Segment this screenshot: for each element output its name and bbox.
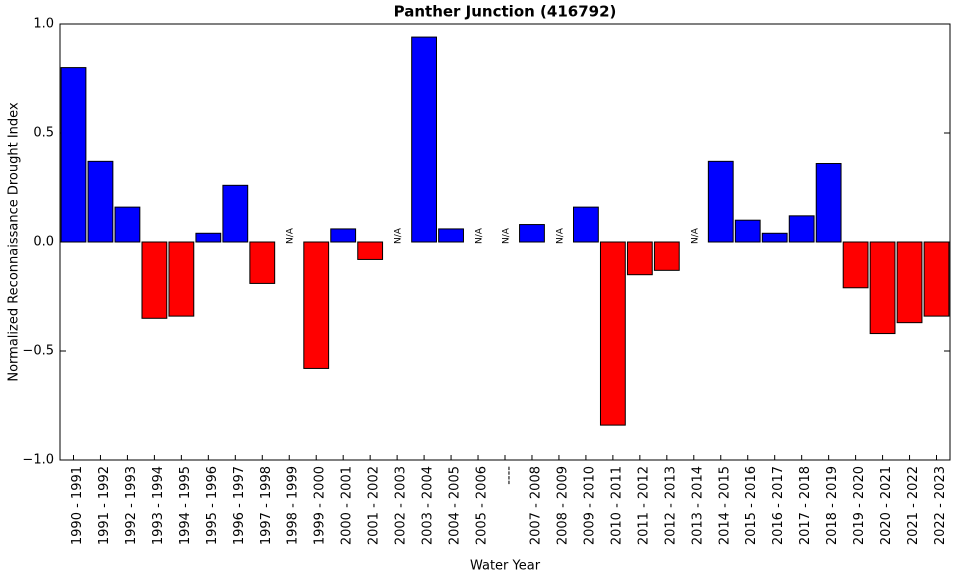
x-tick-label: 2017 - 2018 [798, 466, 813, 545]
bar [249, 241, 276, 284]
y-axis-label: Normalized Reconnaissance Drought Index [7, 102, 22, 382]
bar [761, 232, 788, 243]
bar [330, 228, 357, 243]
bar [519, 224, 545, 243]
na-label: N/A [394, 227, 404, 244]
bar [303, 241, 330, 369]
x-tick-label: 1990 - 1991 [70, 466, 85, 545]
x-tick-label: 2012 - 2013 [663, 466, 678, 545]
x-tick-label: 2022 - 2023 [933, 466, 948, 545]
y-tick-label: −0.5 [22, 344, 54, 359]
bar [195, 232, 222, 243]
bar [896, 241, 923, 324]
na-label: N/A [475, 227, 485, 244]
x-tick-label: 2014 - 2015 [717, 466, 732, 545]
x-tick-label: 2011 - 2012 [636, 466, 651, 545]
x-tick-label: 2007 - 2008 [528, 466, 543, 545]
na-label: N/A [690, 227, 700, 244]
bar [573, 206, 599, 243]
x-tick-label: 2019 - 2020 [852, 466, 867, 545]
bar [411, 36, 437, 243]
bar [815, 163, 842, 243]
x-tick-label: 2010 - 2011 [609, 466, 624, 545]
x-tick-label: 2003 - 2004 [421, 466, 436, 545]
bar [788, 215, 815, 243]
x-tick-label: 1997 - 1998 [259, 466, 274, 545]
bar [653, 241, 680, 271]
na-label: N/A [286, 227, 296, 244]
x-tick-label: 2002 - 2003 [394, 466, 409, 545]
bar [141, 241, 168, 319]
x-tick-label: 1998 - 1999 [286, 466, 301, 545]
na-label: N/A [502, 227, 512, 244]
y-tick-label: −1.0 [22, 453, 54, 468]
plot-frame [59, 23, 951, 461]
bar [842, 241, 869, 289]
na-label: N/A [555, 227, 565, 244]
x-axis-label: Water Year [470, 559, 541, 574]
bar [168, 241, 195, 317]
x-tick-label: 1991 - 1992 [97, 466, 112, 545]
y-tick-label: 0.0 [33, 235, 54, 250]
x-tick-label: 2018 - 2019 [825, 466, 840, 545]
bar [599, 241, 626, 426]
bar [357, 241, 384, 260]
x-tick-label: 1994 - 1995 [178, 466, 193, 545]
x-tick-label: 1995 - 1996 [205, 466, 220, 545]
x-tick-label: 2009 - 2010 [582, 466, 597, 545]
x-tick-label: 1993 - 1994 [151, 466, 166, 545]
x-tick-label: 2001 - 2002 [367, 466, 382, 545]
x-tick-label: ---- [502, 466, 517, 485]
x-tick-label: 2005 - 2006 [475, 466, 490, 545]
bar [707, 160, 734, 243]
bar [923, 241, 950, 317]
x-tick-label: 1999 - 2000 [313, 466, 328, 545]
x-tick-label: 2015 - 2016 [744, 466, 759, 545]
x-tick-label: 2016 - 2017 [771, 466, 786, 545]
bar [626, 241, 653, 276]
y-tick-label: 1.0 [33, 17, 54, 32]
bar [87, 160, 114, 243]
bar [438, 228, 464, 243]
x-tick-label: 2004 - 2005 [448, 466, 463, 545]
x-tick-label: 2000 - 2001 [340, 466, 355, 545]
bar [114, 206, 141, 243]
x-tick-label: 2013 - 2014 [690, 466, 705, 545]
bar [60, 67, 87, 243]
chart-title: Panther Junction (416792) [394, 3, 617, 21]
x-tick-label: 2020 - 2021 [879, 466, 894, 545]
x-tick-label: 1992 - 1993 [124, 466, 139, 545]
y-tick-label: 0.5 [33, 126, 54, 141]
bar [222, 184, 249, 243]
bar [734, 219, 761, 243]
x-tick-label: 2008 - 2009 [555, 466, 570, 545]
x-tick-label: 2021 - 2022 [906, 466, 921, 545]
x-tick-label: 1996 - 1997 [232, 466, 247, 545]
bar [869, 241, 896, 335]
